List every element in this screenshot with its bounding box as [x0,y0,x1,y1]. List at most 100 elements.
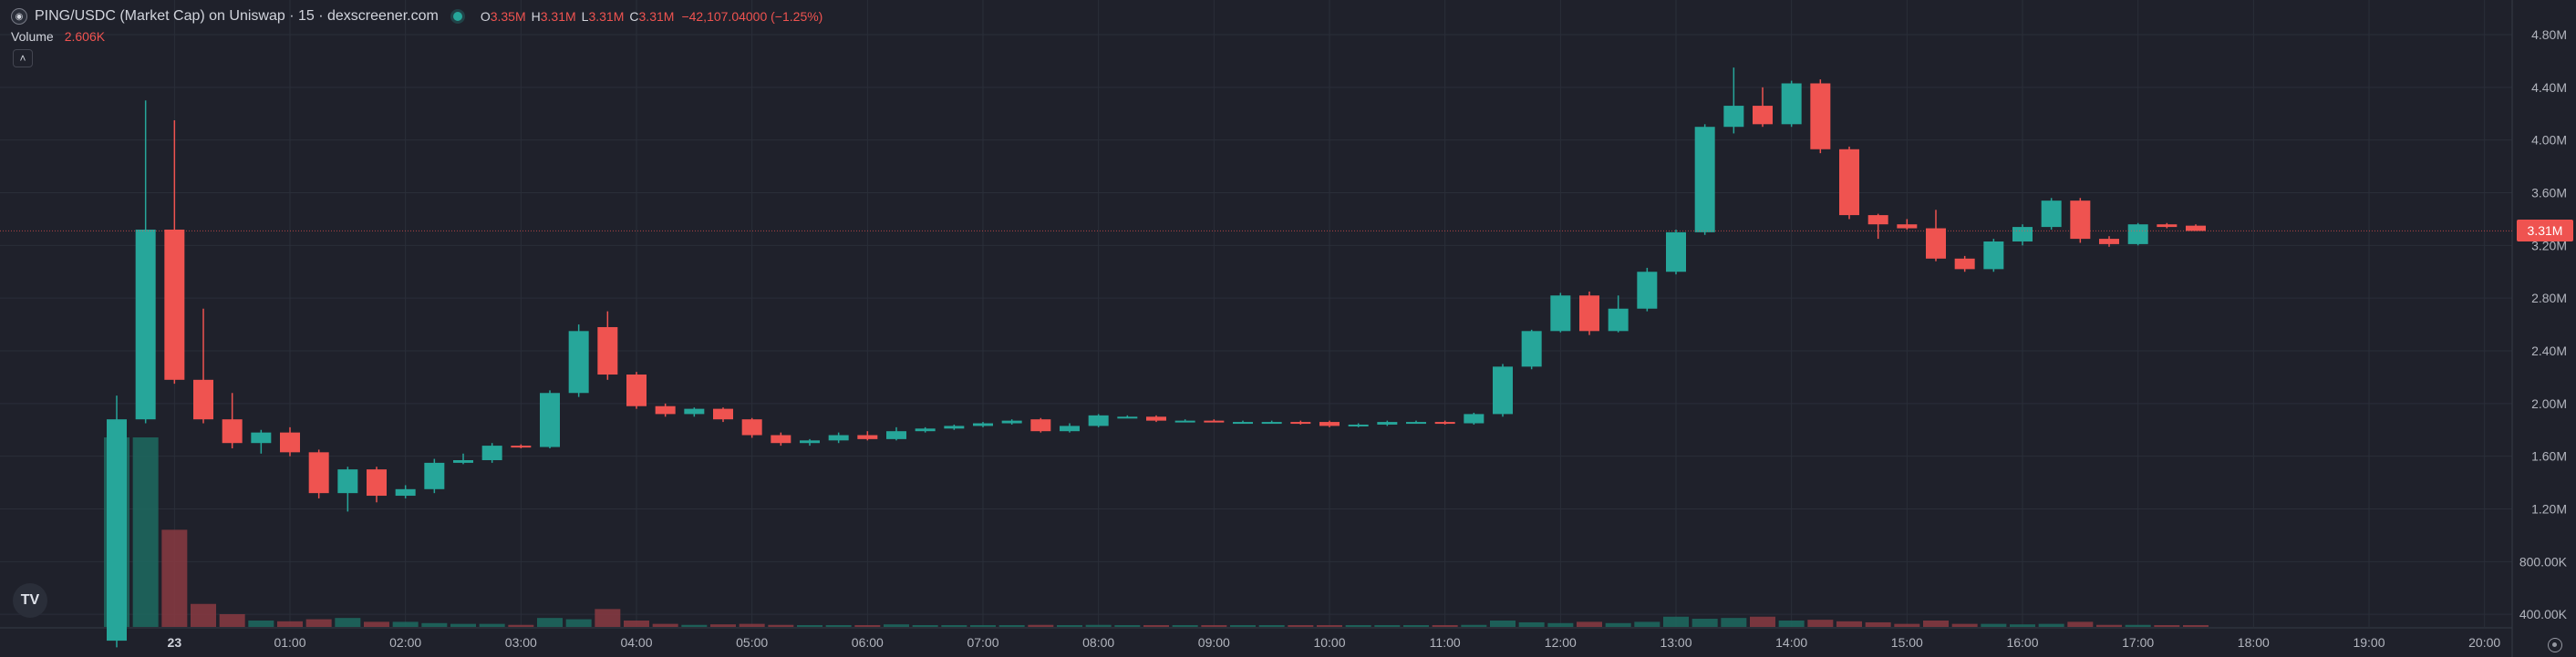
candle-body [1954,258,1975,270]
volume-label: Volume [11,29,54,44]
candle-body [944,426,965,429]
open-value: 3.35M [490,9,526,24]
volume-bar [1028,624,1054,627]
candle-body [193,379,213,420]
candle-body [222,419,243,444]
candle-body [1781,83,1802,125]
volume-bar [1750,616,1775,627]
candle-body [1464,414,1485,424]
volume-bar [1894,623,1920,627]
y-tick-label: 2.00M [2531,396,2567,411]
volume-bar [1288,625,1314,627]
chart-settings-icon[interactable] [2548,638,2562,652]
volume-bar [1490,620,1516,627]
candle-body [2157,224,2178,228]
candle-body [1926,228,1946,259]
y-tick-label: 1.60M [2531,449,2567,464]
volume-bar [191,603,216,627]
candle-body [1753,106,1773,125]
x-tick-label: 14:00 [1775,635,1807,650]
volume-bar [825,625,852,627]
candle-body [1637,272,1658,309]
candle-body [1088,415,1109,426]
candle-body [280,432,300,453]
x-tick-label: 12:00 [1545,635,1577,650]
volume-bar [710,624,736,627]
x-tick-label: 06:00 [852,635,884,650]
y-axis: 0.0000400.00K800.00K1.20M1.60M2.00M2.40M… [2519,27,2568,621]
volume-bar [1577,621,1602,627]
candle-body [886,431,906,439]
candle-body [857,435,878,439]
x-tick-label: 08:00 [1082,635,1114,650]
volume-bar [508,624,534,627]
candle-body [2186,225,2206,231]
volume-bar [2154,625,2180,627]
tradingview-logo-icon[interactable]: TV [13,583,47,618]
candle-body [1694,127,1715,232]
grid-lines [0,0,2513,657]
volume-bar [161,529,188,627]
collapse-legend-button[interactable]: ˄ [13,49,33,67]
volume-bar [1461,624,1487,627]
volume-bar [1663,616,1689,627]
x-tick-label: 16:00 [2006,635,2038,650]
x-tick-label: 18:00 [2238,635,2270,650]
candle-body [481,446,502,461]
y-tick-label: 1.20M [2531,502,2567,517]
candle-body [771,435,791,444]
volume-bar [1114,625,1141,627]
volume-value: 2.606K [64,29,106,44]
close-key: C [629,9,639,24]
volume-bar [1057,625,1082,627]
volume-bar [652,623,678,627]
close-value: 3.31M [638,9,675,24]
volume-bar [1172,625,1198,627]
volume-bar [1634,621,1660,627]
candle-body [655,405,676,415]
candle-body [1290,422,1311,425]
candle-body [1174,420,1195,423]
x-tick-label: 09:00 [1198,635,1230,650]
volume-bar [1691,619,1718,627]
x-tick-label: 13:00 [1660,635,1691,650]
x-tick-label: 04:00 [620,635,652,650]
volume-bar [565,619,592,627]
candle-body [1897,224,1918,229]
x-tick-label: 05:00 [736,635,768,650]
volume-bar [1201,625,1227,627]
candles [107,67,2206,648]
candle-body [1810,83,1831,149]
volume-bar [1143,625,1169,627]
volume-bar [1085,624,1112,627]
volume-bar [595,609,621,627]
candle-body [2099,239,2119,244]
volume-bar [1374,625,1401,627]
y-tick-label: 800.00K [2519,554,2568,569]
candle-body [395,488,416,497]
volume-bar [2096,624,2122,627]
x-axis: 23 01:00 02:00 03:00 04:00 05:00 06:00 07:00 08:… [168,635,2501,650]
candle-body [973,423,993,426]
candle-body [367,469,387,497]
candle-body [1261,422,1282,425]
candle-body [800,440,820,444]
x-tick-label: 17:00 [2122,635,2154,650]
volume-bar [277,621,303,627]
volume-bar [2183,625,2209,627]
candle-body [1666,231,1686,272]
y-tick-label: 2.40M [2531,344,2567,358]
candle-body [2070,200,2091,240]
volume-bar [248,620,274,627]
volume-bar [1981,623,2007,627]
x-tick-label: 02:00 [389,635,421,650]
volume-bar [998,625,1025,627]
volume-bar [305,619,332,627]
high-value: 3.31M [540,9,576,24]
volume-bar [768,624,794,627]
candle-body [1348,424,1369,426]
volume-bar [219,613,245,627]
volume-bar [1403,625,1429,627]
